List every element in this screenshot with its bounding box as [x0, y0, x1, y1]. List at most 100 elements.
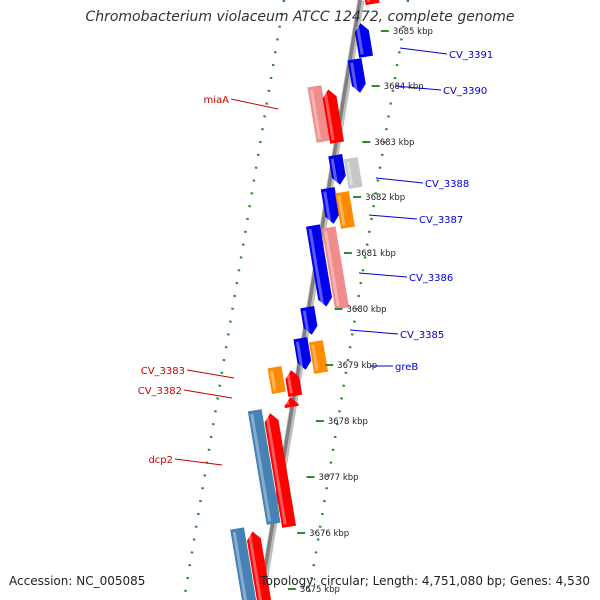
accession-text: Accession: NC_005085	[9, 574, 146, 588]
gene-label: CV_3391	[449, 50, 493, 61]
kbp-tick-label: 3676 kbp	[309, 529, 349, 539]
gene-label: miaA	[204, 95, 230, 106]
gene-feature	[307, 85, 331, 143]
gene-highlight	[330, 158, 338, 183]
kbp-tick-label: 3682 kbp	[365, 193, 405, 203]
page-title: Chromobacterium violaceum ATCC 12472, co…	[85, 9, 515, 25]
gene-label: CV_3385	[400, 330, 444, 341]
gene-highlight	[265, 416, 287, 525]
kbp-tick-label: 3685 kbp	[393, 27, 433, 37]
gene-feature	[285, 370, 303, 397]
gene-label-line	[349, 329, 399, 335]
gene-feature	[247, 409, 281, 525]
gene-label-line	[368, 214, 418, 220]
gene-arrow	[230, 527, 257, 600]
gene-label-line	[375, 177, 424, 184]
kbp-tick-label: 3678 kbp	[328, 417, 368, 427]
gene-highlight	[270, 370, 277, 391]
kbp-tick-label: 3675 kbp	[300, 585, 340, 595]
gene-feature	[293, 337, 312, 370]
gene-feature	[246, 531, 273, 600]
gene-label-line	[358, 272, 408, 278]
gene-feature	[306, 224, 332, 307]
track-dotted-lines	[182, 0, 410, 600]
gene-label-line	[399, 47, 448, 55]
gene-highlight	[250, 413, 272, 522]
gene-feature	[300, 306, 318, 335]
gene-arrow	[335, 191, 355, 229]
kbp-tick-label: 3680 kbp	[347, 305, 387, 315]
gene-feature	[264, 413, 297, 528]
gene-highlight	[323, 92, 335, 141]
gene-arrow	[308, 340, 329, 374]
gene-arrow	[307, 85, 331, 143]
gene-highlight	[350, 62, 358, 91]
gene-feature	[328, 154, 346, 185]
gene-highlight	[232, 531, 248, 600]
gene-label: CV_3390	[443, 86, 487, 97]
gene-feature	[343, 157, 363, 189]
gene-label-line	[394, 85, 442, 91]
genome-summary-text: Topology: circular; Length: 4,751,080 bp…	[260, 574, 590, 588]
gene-feature	[308, 340, 329, 374]
gene-arrow	[343, 157, 363, 189]
gene-label-line	[183, 389, 233, 399]
gene-label: CV_3386	[409, 273, 453, 284]
gene-feature	[364, 0, 380, 6]
gene-label: dcp2	[148, 455, 173, 466]
gene-highlight	[248, 534, 263, 600]
gene-highlight	[309, 89, 322, 140]
gene-highlight	[366, 0, 371, 2]
gene-highlight	[337, 195, 346, 226]
gene-highlight	[356, 26, 364, 55]
gene-arrow	[320, 187, 340, 224]
gene-feature	[267, 366, 286, 394]
gene-highlight	[323, 191, 332, 222]
gene-arrow	[267, 366, 286, 394]
gene-label: greB	[395, 362, 418, 373]
gene-highlight	[324, 230, 340, 307]
gene-feature	[230, 527, 257, 600]
gene-highlight	[308, 228, 324, 305]
gene-feature	[347, 58, 366, 93]
gene-feature	[320, 187, 340, 224]
gene-feature	[335, 191, 355, 229]
gene-labels: CV_3391 CV_3390 CV_3388 CV_3387 CV_3386 CV_33…	[138, 47, 493, 466]
gene-highlight	[302, 310, 310, 333]
gene-arrow	[306, 224, 332, 307]
gene-arrow	[364, 0, 380, 6]
gene-feature	[284, 397, 299, 409]
kbp-tick-label: 3683 kbp	[374, 138, 414, 148]
kbp-tick-label: 3681 kbp	[356, 249, 396, 259]
gene-label: CV_3382	[138, 386, 182, 397]
gene-highlight	[286, 373, 293, 394]
gene-arrow	[285, 370, 303, 397]
gene-feature	[321, 226, 349, 310]
gene-arrow	[247, 409, 281, 525]
gene-arrow	[264, 413, 297, 528]
gene-highlight	[295, 341, 304, 368]
gene-feature	[354, 23, 374, 58]
gene-arrow	[293, 337, 312, 370]
gene-feature	[322, 89, 345, 144]
kbp-tick-label: 3679 kbp	[337, 361, 377, 371]
gene-highlight	[311, 344, 319, 371]
gene-arrow	[246, 531, 273, 600]
gene-highlight	[285, 400, 290, 405]
gene-arrow	[321, 226, 349, 310]
gene-label-line	[174, 458, 223, 466]
gene-arrow	[328, 154, 346, 185]
gene-arrow	[322, 89, 345, 144]
gene-label-line	[186, 369, 235, 379]
gene-label: CV_3387	[419, 215, 463, 226]
gene-highlight	[346, 161, 354, 186]
gene-label: CV_3388	[425, 179, 469, 190]
kbp-tick-label: 3677 kbp	[319, 473, 359, 483]
gene-arrow	[300, 306, 318, 335]
gene-arrow	[284, 397, 299, 409]
gene-label-line	[230, 98, 279, 110]
gene-label: CV_3383	[141, 366, 185, 377]
gene-features	[230, 0, 380, 600]
gene-arrow	[354, 23, 374, 58]
